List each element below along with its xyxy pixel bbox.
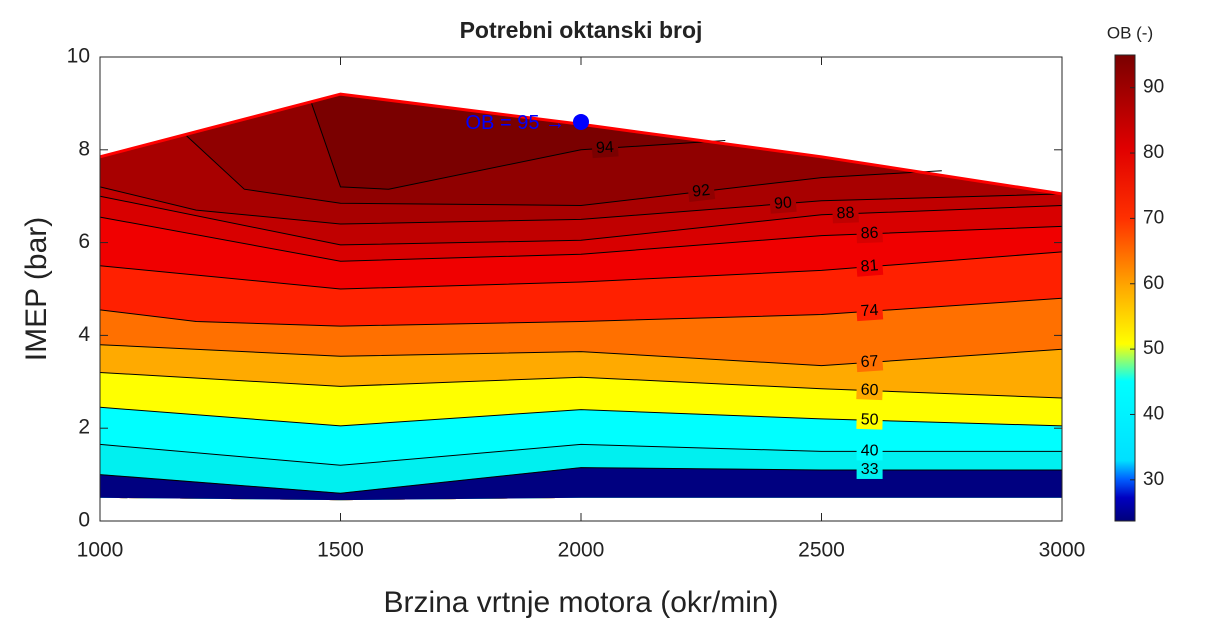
contour-label: 40 [861, 443, 879, 460]
contour-label: 88 [836, 205, 855, 223]
annotation: OB = 95 → [466, 112, 566, 134]
x-tick-label: 2000 [558, 539, 605, 562]
y-tick-label: 0 [78, 509, 90, 532]
colorbar-tick-label: 40 [1143, 403, 1164, 424]
filled-contours [100, 94, 1062, 501]
contour-band [100, 407, 1062, 501]
marker [573, 113, 589, 130]
x-axis-label: Brzina vrtnje motora (okr/min) [383, 586, 778, 619]
y-tick-label: 6 [78, 230, 90, 253]
contour-line [311, 103, 726, 190]
contour-line [99, 406, 1063, 427]
colorbar-tick-label: 70 [1143, 207, 1164, 228]
contour-line [99, 251, 1063, 290]
contour-label: 81 [860, 257, 879, 275]
y-tick-label: 2 [78, 416, 90, 439]
contour-label: 50 [860, 411, 878, 429]
y-tick-label: 8 [78, 137, 90, 160]
contour-label-bg [856, 442, 883, 461]
x-tick-label: 2500 [798, 539, 845, 562]
contour-label-bg [856, 410, 883, 430]
colorbar [1114, 54, 1136, 522]
contour-label: 94 [596, 139, 615, 157]
contour-label: 92 [691, 182, 711, 201]
contour-label-bg [856, 381, 883, 401]
contour-line [186, 135, 942, 207]
y-axis-label: IMEP (bar) [20, 217, 53, 361]
contour-line [99, 467, 1062, 494]
contour-label: 74 [860, 302, 879, 320]
y-tick-label: 4 [78, 323, 90, 346]
contour-line [99, 372, 1063, 399]
contour-line [99, 186, 1063, 225]
contour-label-bg [856, 460, 883, 479]
x-tick-label: 3000 [1039, 539, 1086, 562]
x-tick-label: 1500 [317, 539, 364, 562]
contour-label-bg [591, 138, 619, 159]
contour-label: 86 [860, 225, 879, 243]
contour-label-bg [687, 181, 716, 202]
x-tick-label: 1000 [77, 539, 124, 562]
contour-line [99, 443, 1062, 466]
contour-label-bg [769, 193, 797, 214]
colorbar-tick-label: 50 [1143, 338, 1164, 359]
colorbar-tick-label: 60 [1143, 273, 1164, 294]
contour-label-bg [855, 256, 884, 277]
y-tick-label: 10 [67, 45, 90, 68]
contour-line [99, 216, 1063, 262]
contour-label: 60 [860, 381, 879, 399]
contour-label-bg [856, 301, 884, 322]
contour-label-bg [832, 204, 859, 224]
colorbar-tick-label: 90 [1143, 77, 1164, 98]
contour-label-bg [856, 352, 884, 373]
contour-label: 33 [861, 461, 879, 478]
contour-label-bg [856, 224, 883, 244]
colorbar-tick-label: 30 [1143, 469, 1164, 490]
contour-label: 90 [773, 194, 792, 212]
colorbar-title: OB (-) [1107, 23, 1153, 42]
colorbar-tick-label: 80 [1143, 142, 1164, 163]
contour-label: 67 [860, 353, 879, 371]
chart-title: Potrebni oktanski broj [460, 17, 703, 43]
contour-line [99, 344, 1063, 367]
contour-band [100, 467, 1062, 501]
contour-line [99, 195, 1063, 246]
